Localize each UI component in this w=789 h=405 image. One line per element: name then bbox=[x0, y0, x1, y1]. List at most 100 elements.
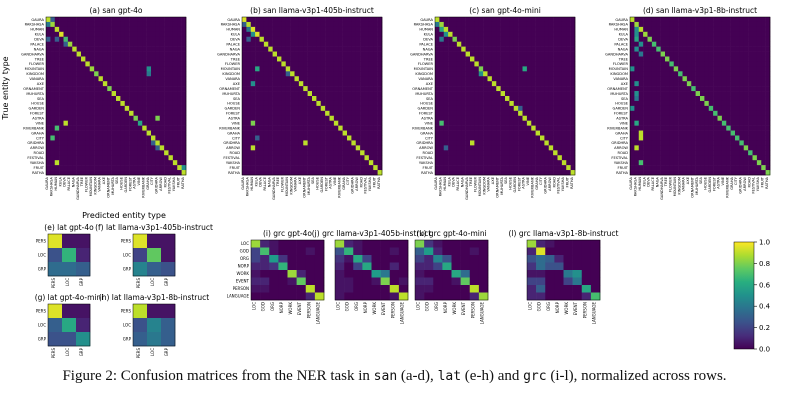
heatmap-cell bbox=[124, 46, 130, 52]
heatmap-cell bbox=[695, 51, 701, 57]
heatmap-cell bbox=[303, 155, 308, 161]
row-tick-label: RATHA bbox=[421, 171, 433, 175]
heatmap-cell bbox=[250, 17, 256, 23]
heatmap-cell bbox=[155, 160, 161, 166]
heatmap-cell bbox=[373, 110, 378, 117]
heatmap-cell bbox=[451, 247, 461, 256]
heatmap-cell bbox=[686, 26, 692, 33]
heatmap-cell bbox=[513, 165, 519, 171]
heatmap-cell bbox=[765, 100, 771, 107]
heatmap-cell bbox=[81, 56, 86, 62]
heatmap-cell bbox=[638, 81, 644, 87]
heatmap-cell bbox=[316, 105, 322, 112]
heatmap-cell bbox=[643, 46, 648, 52]
heatmap-cell bbox=[333, 110, 339, 117]
heatmap-cell bbox=[500, 21, 506, 28]
heatmap-cell bbox=[181, 130, 187, 136]
heatmap-cell bbox=[735, 56, 740, 62]
heatmap-cell bbox=[448, 110, 453, 117]
heatmap-cell bbox=[522, 66, 528, 72]
heatmap-cell bbox=[364, 26, 370, 33]
heatmap-cell bbox=[155, 26, 161, 33]
heatmap-cell bbox=[351, 135, 357, 141]
heatmap-cell bbox=[168, 76, 174, 82]
heatmap-cell bbox=[443, 135, 449, 141]
heatmap-cell bbox=[181, 71, 187, 77]
heatmap-cell bbox=[526, 46, 532, 52]
heatmap-cell bbox=[695, 150, 701, 156]
heatmap-cell bbox=[630, 81, 635, 87]
row-tick-label: RAKSHASA bbox=[609, 23, 629, 27]
heatmap-cell bbox=[172, 120, 178, 126]
heatmap-cell bbox=[325, 71, 330, 77]
heatmap-cell bbox=[686, 160, 692, 166]
heatmap-cell bbox=[461, 76, 466, 82]
heatmap-cell bbox=[72, 150, 77, 156]
heatmap-cell bbox=[368, 130, 374, 136]
heatmap-cell bbox=[461, 17, 466, 23]
heatmap-cell bbox=[107, 96, 112, 102]
heatmap-cell bbox=[721, 145, 727, 151]
col-tick-label: RATHA bbox=[181, 176, 185, 188]
col-tick-label: PERS bbox=[136, 348, 141, 359]
heatmap-cell bbox=[691, 81, 696, 87]
heatmap-cell bbox=[94, 46, 99, 52]
heatmap-cell bbox=[474, 155, 480, 161]
heatmap-cell bbox=[159, 41, 165, 47]
heatmap-cell bbox=[548, 56, 554, 62]
heatmap-cell bbox=[159, 21, 165, 28]
heatmap-cell bbox=[67, 71, 73, 77]
heatmap-cell bbox=[294, 51, 300, 57]
col-tick-label: HUMAN bbox=[54, 177, 58, 191]
heatmap-cell bbox=[76, 81, 82, 87]
heatmap-cell bbox=[665, 81, 670, 87]
heatmap-cell bbox=[557, 71, 563, 77]
heatmap-cell bbox=[111, 66, 117, 72]
heatmap-cell bbox=[505, 155, 510, 161]
row-tick-label: YAKSHA bbox=[419, 161, 434, 165]
heatmap-cell bbox=[246, 51, 252, 57]
heatmap-cell bbox=[142, 155, 147, 161]
heatmap-cell bbox=[137, 115, 143, 121]
heatmap-cell bbox=[316, 145, 322, 151]
heatmap-cell bbox=[373, 130, 378, 136]
heatmap-cell bbox=[678, 115, 683, 121]
heatmap-cell bbox=[765, 71, 771, 77]
heatmap-cell bbox=[561, 115, 567, 121]
heatmap-cell bbox=[540, 165, 545, 171]
heatmap-cell bbox=[268, 31, 273, 38]
heatmap-cell bbox=[63, 61, 69, 67]
heatmap-cell bbox=[155, 155, 161, 161]
heatmap-cell bbox=[656, 81, 661, 87]
heatmap-cell bbox=[748, 21, 753, 28]
heatmap-cell bbox=[272, 51, 278, 57]
heatmap-cell bbox=[505, 21, 510, 28]
heatmap-cell bbox=[316, 51, 322, 57]
heatmap-cell bbox=[303, 21, 308, 28]
heatmap-cell bbox=[312, 145, 317, 151]
heatmap-cell bbox=[320, 26, 326, 33]
heatmap-cell bbox=[351, 130, 357, 136]
heatmap-cell bbox=[500, 115, 506, 121]
heatmap-cell bbox=[54, 66, 60, 72]
heatmap-cell bbox=[735, 81, 740, 87]
heatmap-cell bbox=[155, 96, 161, 102]
heatmap-cell bbox=[85, 26, 91, 33]
heatmap-cell bbox=[470, 71, 475, 77]
heatmap-cell bbox=[452, 120, 458, 126]
heatmap-cell bbox=[325, 66, 330, 72]
heatmap-cell bbox=[351, 81, 357, 87]
heatmap-cell bbox=[342, 140, 348, 146]
row-tick-label: RAKSHASA bbox=[25, 23, 45, 27]
heatmap-cell bbox=[518, 61, 523, 67]
heatmap-cell bbox=[373, 17, 378, 23]
heatmap-cell bbox=[377, 56, 383, 62]
heatmap-cell bbox=[294, 125, 300, 131]
heatmap-cell bbox=[756, 145, 762, 151]
heatmap-cell bbox=[439, 150, 445, 156]
heatmap-cell bbox=[242, 105, 247, 112]
heatmap-cell bbox=[133, 120, 139, 126]
heatmap-cell bbox=[164, 170, 169, 176]
heatmap-cell bbox=[251, 285, 261, 293]
heatmap-cell bbox=[59, 81, 64, 87]
